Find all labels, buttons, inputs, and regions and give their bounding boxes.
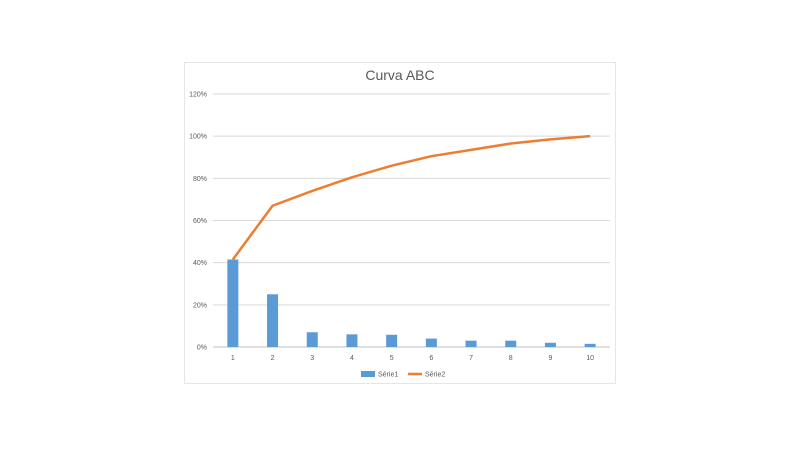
bar [544, 342, 556, 347]
y-tick-label: 20% [193, 302, 207, 309]
bar [227, 259, 239, 347]
x-tick-label: 5 [390, 355, 394, 362]
x-tick-label: 4 [350, 355, 354, 362]
x-tick-label: 1 [231, 355, 235, 362]
chart-area [184, 62, 616, 384]
x-tick-label: 8 [509, 355, 513, 362]
line-series [231, 134, 591, 261]
bar [306, 332, 318, 347]
bar [425, 338, 437, 347]
gridlines [213, 93, 610, 348]
chart-title: Curva ABC [365, 67, 434, 83]
y-tick-label: 100% [189, 134, 207, 141]
x-tick-label: 10 [586, 355, 594, 362]
x-axis-ticks: 1 2 3 4 5 6 7 8 9 10 [231, 355, 594, 362]
x-tick-label: 3 [310, 355, 314, 362]
legend-swatch-bar [361, 371, 375, 377]
legend-label: Série1 [378, 372, 398, 379]
x-tick-label: 6 [429, 355, 433, 362]
y-tick-label: 60% [193, 218, 207, 225]
legend-label: Série2 [425, 372, 445, 379]
y-tick-label: 0% [197, 345, 207, 352]
series-line [231, 134, 591, 261]
legend: Série1 Série2 [361, 371, 445, 379]
bar [505, 340, 517, 347]
bar [465, 340, 477, 347]
x-tick-label: 9 [548, 355, 552, 362]
x-tick-label: 2 [271, 355, 275, 362]
x-tick-label: 7 [469, 355, 473, 362]
y-tick-label: 120% [189, 92, 207, 99]
bar [346, 334, 358, 347]
bar [267, 294, 279, 347]
y-tick-label: 40% [193, 260, 207, 267]
y-tick-label: 80% [193, 176, 207, 183]
bar [584, 343, 596, 347]
bar-series [227, 259, 596, 347]
y-axis-ticks: 0% 20% 40% 60% 80% 100% 120% [189, 92, 207, 352]
bar [386, 334, 398, 347]
